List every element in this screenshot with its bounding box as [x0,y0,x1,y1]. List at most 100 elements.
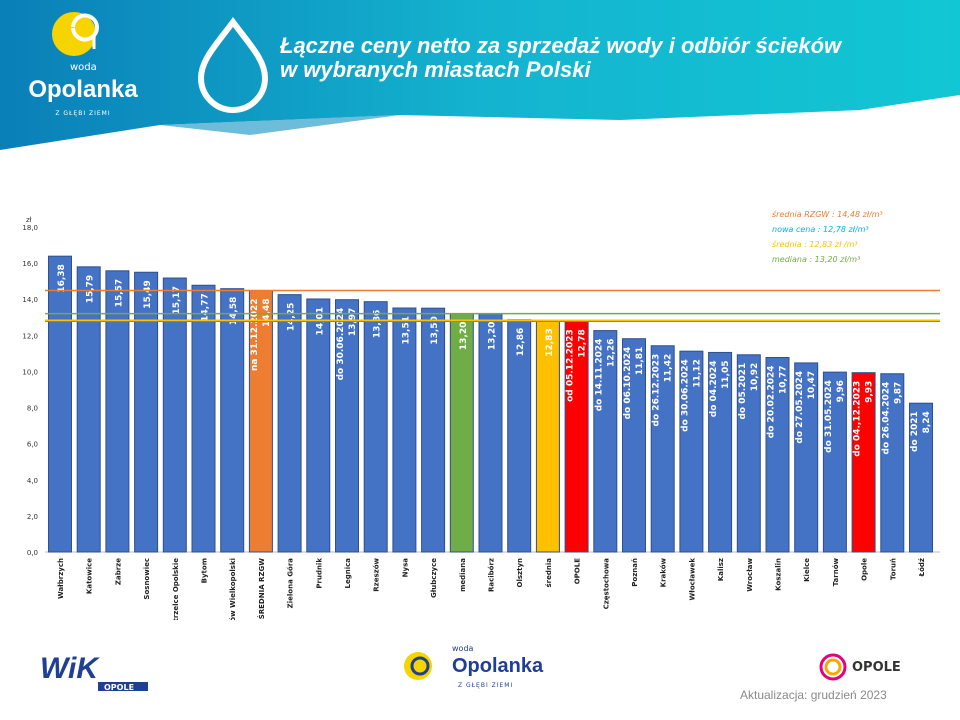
x-tick-label: Prudnik [315,558,323,589]
bar [335,299,359,553]
x-tick-label: średnia [545,558,553,588]
bar-value-label: 12,78 [578,329,588,357]
bar [880,373,905,553]
legend-entry: średnia : 12,83 zł /m³ [772,239,858,249]
x-tick-label: Koszalin [775,558,783,591]
bar-value-label: 15,17 [172,286,182,314]
bar-date-label: do 04.2024 [709,360,719,417]
bar [822,371,847,553]
bar-value-label: 13,51 [401,316,411,344]
legend-entry: średnia RZGW : 14,48 zł/m³ [772,209,883,219]
bar-date-label: do 05.2021 [738,363,748,420]
y-tick-label: 4,0 [27,477,38,485]
x-tick-label: Zielona Góra [287,558,295,609]
y-tick-label: 16,0 [22,260,38,268]
bar [105,270,130,553]
x-tick-label: Kraków [660,557,668,587]
x-tick-label: Sosnowiec [143,558,151,600]
bar-value-label: 15,79 [86,275,96,303]
bar-value-label: 13,20 [459,322,469,350]
bar [593,330,618,553]
y-tick-label: 10,0 [22,368,38,376]
bar-value-label: 15,57 [114,279,124,307]
bar-value-label: 16,38 [57,264,67,292]
bar [708,351,733,553]
x-tick-label: Włocławek [688,558,696,601]
bar [794,362,819,553]
bar-value-label: 14,77 [201,293,211,321]
bar [765,356,790,553]
bar [48,255,72,553]
x-tick-label: Częstochowa [602,558,610,610]
bar-date-label: do 2021 [910,411,920,452]
y-tick-label: 2,0 [27,513,38,521]
x-tick-label: Gorzów Wielkopolski [229,558,237,620]
x-tick-label: Toruń [889,558,897,580]
bar-value-label: 14,48 [262,298,272,326]
bar-value-label: 11,42 [664,354,674,382]
opole-city-logo: OPOLE [818,652,908,682]
bar-value-label: 11,12 [692,359,702,387]
bar-date-label: do 27.05.2024 [795,371,805,444]
bar-value-label: 9,93 [865,381,875,403]
y-tick-label: 14,0 [22,296,38,304]
bar-value-label: 9,87 [893,382,903,404]
opolanka-footer-logo: woda Opolanka Z GŁĘBI ZIEMI [400,644,570,694]
bar [392,307,417,553]
y-tick-label: 0,0 [27,549,38,557]
bar [277,294,302,553]
bar [909,402,933,553]
bar-date-label: do 20.02.2024 [767,365,777,438]
bar [650,345,675,553]
y-tick-label: 18,0 [22,224,38,232]
x-tick-label: Legnica [344,558,352,589]
x-tick-label: Nysa [401,558,409,578]
x-tick-label: Rzeszów [373,557,381,591]
bar-value-label: 15,49 [143,280,153,308]
bar-value-label: 12,86 [516,328,526,356]
x-tick-label: Kielce [803,558,811,582]
x-tick-label: ŚREDNIA RZGW [257,558,266,620]
header-banner [0,0,960,150]
bar-date-label: do 06.10.2024 [623,347,633,420]
bar [191,284,216,553]
bar-value-label: 12,83 [545,328,555,356]
bar-value-label: 10,77 [779,365,789,393]
x-tick-label: Poznań [631,558,639,587]
legend-entry: nowa cena : 12,78 zł/m³ [772,225,869,234]
x-tick-label: Olsztyn [516,558,524,588]
bar [679,350,704,553]
bar-value-label: 13,86 [373,310,383,338]
y-axis-unit: zł [26,216,32,224]
bar [306,298,331,553]
bar-value-label: 10,47 [807,371,817,399]
page-title: Łączne ceny netto za sprzedaż wody i odb… [280,33,842,82]
y-tick-label: 8,0 [27,405,38,413]
bar [76,266,101,553]
bar-date-label: na 31.12.2022 [250,298,260,371]
bar-date-label: do 04.,12.2023 [853,381,863,457]
x-tick-label: Kalisz [717,558,725,581]
bar-date-label: do 31.05.2024 [824,380,834,453]
bar-value-label: 14,25 [287,303,297,331]
x-tick-label: Tarnów [832,557,840,586]
bar [363,301,388,553]
bar-date-label: do 14.11.2024 [594,339,604,412]
svg-text:OPOLE: OPOLE [104,683,134,692]
opolanka-logo: woda Opolanka Z GŁĘBI ZIEMI [28,6,138,124]
bar-value-label: 13,20 [488,322,498,350]
x-tick-label: Zabrze [114,558,122,585]
price-bar-chart: zł 0,0 2,0 4,0 6,0 8,0 10,0 12,0 14,0 16,0 18,0 16,… [22,209,940,620]
x-tick-label: Strzelce Opolskie [172,558,180,620]
legend-entry: mediana : 13,20 zł/m³ [772,255,860,264]
svg-text:WiK: WiK [40,652,100,685]
x-tick-label: Łódź [918,558,926,577]
water-drop-icon [197,16,269,113]
x-tick-label: Katowice [86,558,94,594]
x-tick-label: Głubczyce [430,558,438,598]
x-tick-label: OPOLE [574,558,582,584]
y-tick-label: 6,0 [27,441,38,449]
bar-value-label: 11,05 [721,360,731,388]
bar-value-label: 11,81 [635,347,645,375]
bar-value-label: 14,58 [229,297,239,325]
